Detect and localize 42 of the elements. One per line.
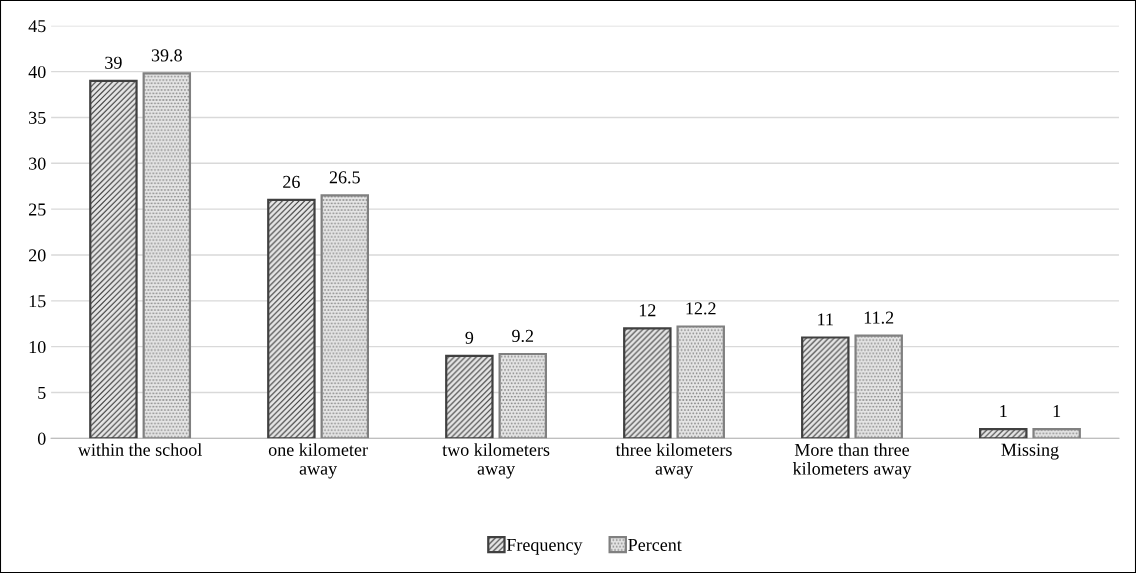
y-tick-label: 10 xyxy=(29,340,46,354)
bar xyxy=(623,327,672,439)
data-label: 11.2 xyxy=(864,311,894,324)
y-tick-label: 25 xyxy=(29,203,46,216)
bar xyxy=(89,79,138,439)
x-tick-label: two kilometers away xyxy=(442,443,550,479)
data-label: 26 xyxy=(283,175,300,188)
y-tick-label: 35 xyxy=(29,111,46,124)
bar xyxy=(1032,428,1081,439)
data-label: 39 xyxy=(105,56,122,69)
data-label: 12.2 xyxy=(686,302,716,315)
bar xyxy=(320,194,370,439)
bar xyxy=(854,334,903,439)
y-tick-label: 40 xyxy=(28,65,46,79)
data-label: 12 xyxy=(639,304,656,317)
legend-label: Percent xyxy=(628,539,682,552)
x-tick-label: one kilometer away xyxy=(268,443,368,479)
y-tick-label: 45 xyxy=(28,20,46,33)
data-label: 1 xyxy=(1053,405,1061,417)
y-tick-label: 30 xyxy=(29,157,46,170)
data-label: 26.5 xyxy=(329,171,360,184)
data-label: 39.8 xyxy=(151,49,182,62)
y-tick-label: 15 xyxy=(29,295,46,308)
x-tick-label: three kilometers away xyxy=(615,443,732,479)
data-label: 11 xyxy=(818,313,833,326)
data-label: 1 xyxy=(1000,405,1007,417)
y-tick-label: 20 xyxy=(29,249,46,262)
y-tick-label: 5 xyxy=(38,386,46,399)
y-tick-label: 0 xyxy=(37,432,46,445)
bar xyxy=(445,354,494,439)
bar xyxy=(498,352,547,439)
legend-label: Frequency xyxy=(506,539,583,555)
data-label: 9.2 xyxy=(512,329,534,343)
bar xyxy=(979,428,1028,439)
bar xyxy=(267,198,316,439)
x-tick-label: Missing xyxy=(1001,443,1059,460)
x-tick-label: More than three kilometers away xyxy=(792,443,912,479)
bar xyxy=(676,325,725,439)
data-label: 9 xyxy=(465,331,474,344)
x-tick-label: within the school xyxy=(77,443,202,456)
bar xyxy=(801,336,850,439)
bar xyxy=(142,72,192,439)
